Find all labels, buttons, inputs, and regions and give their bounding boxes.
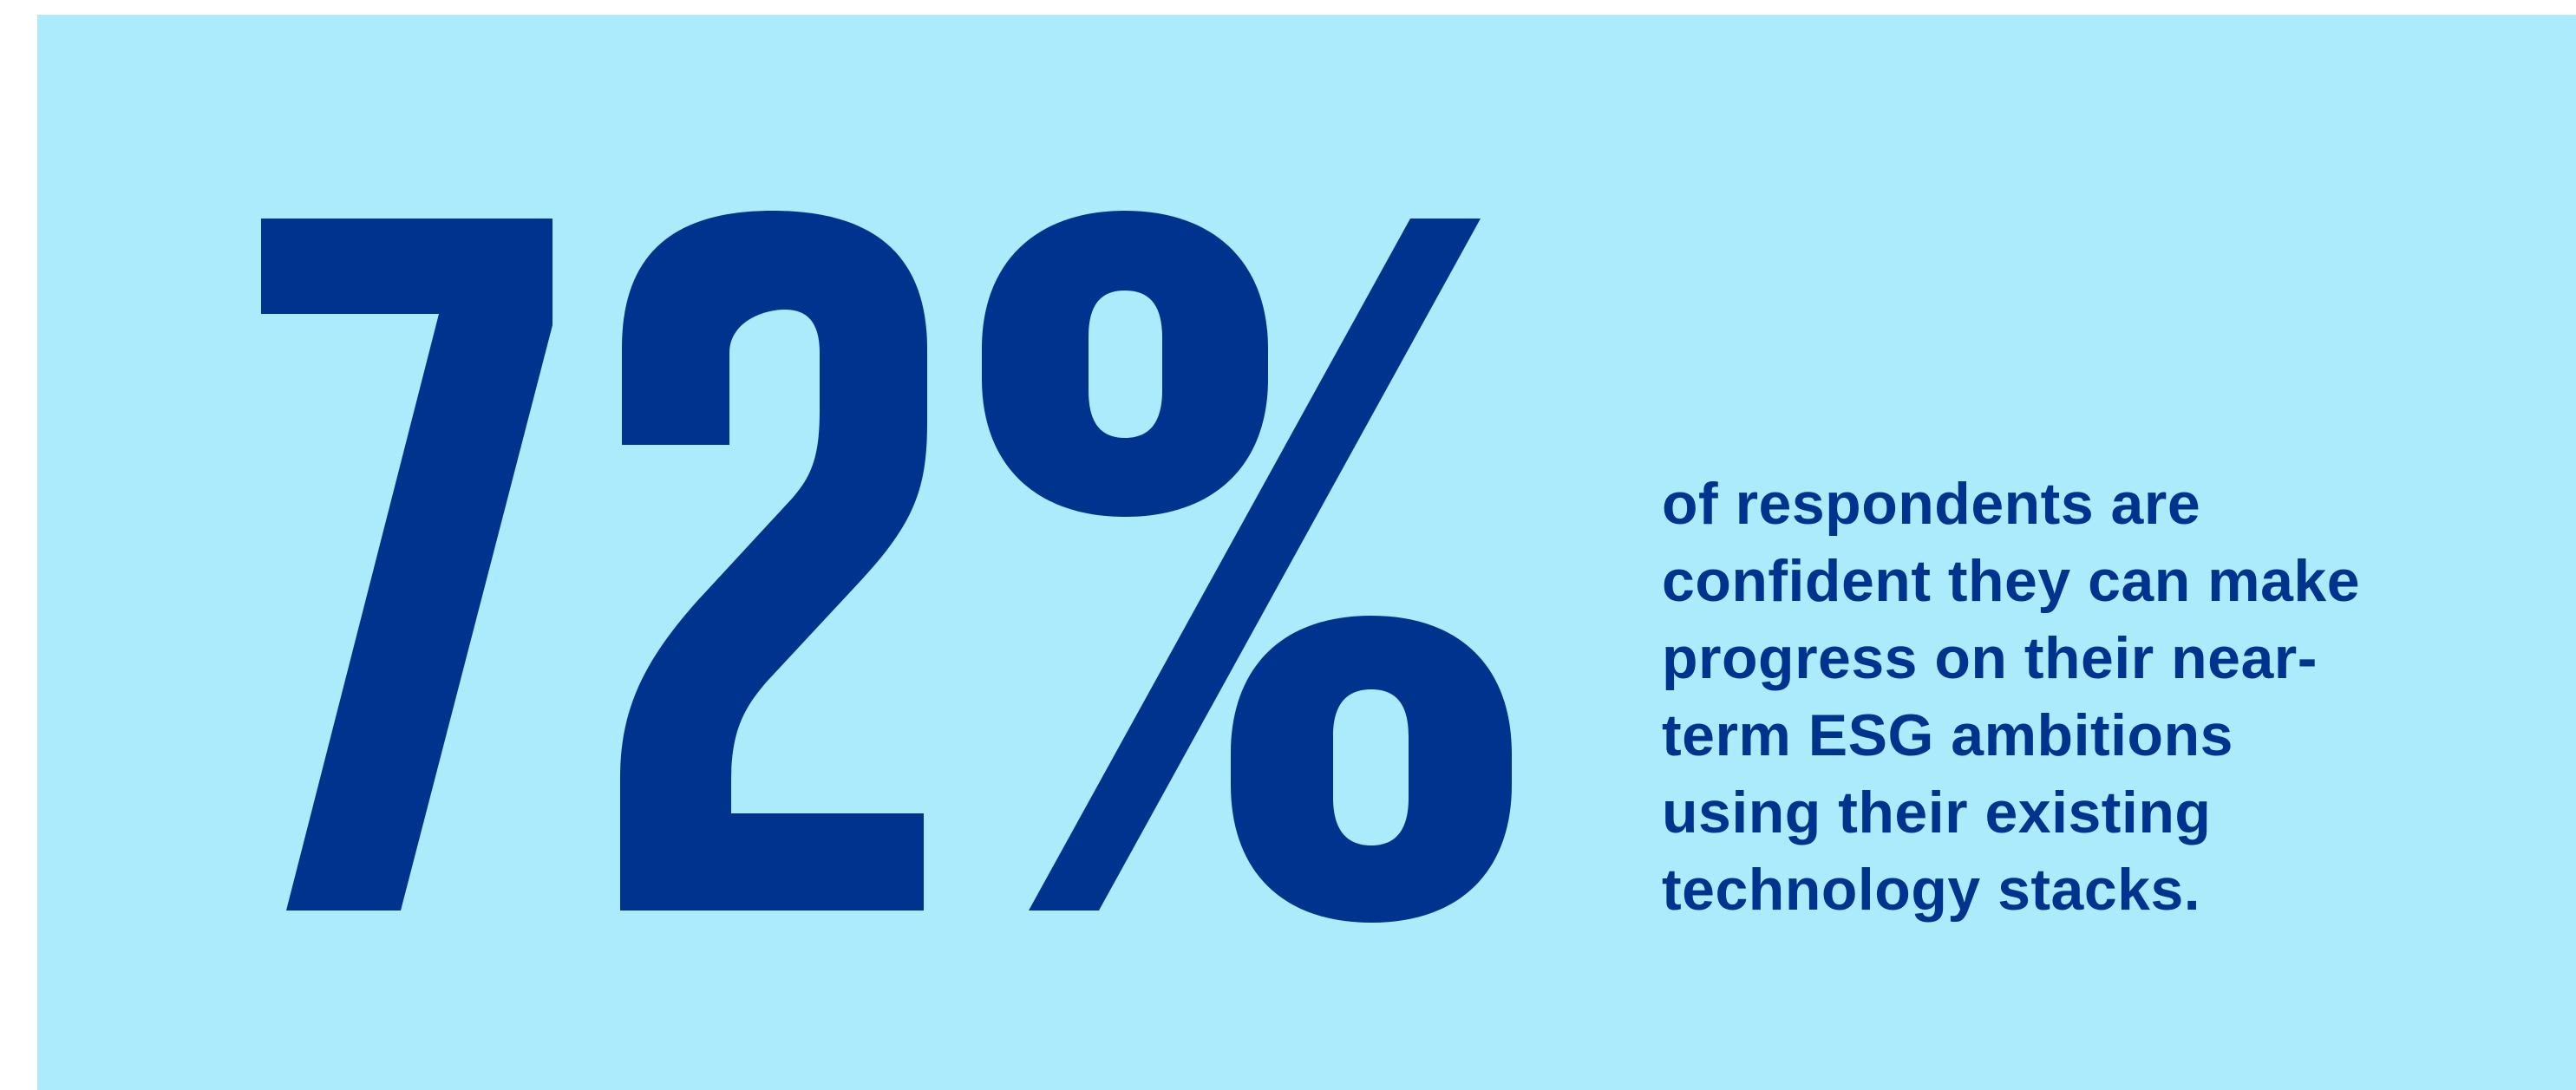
- stat-value: [261, 211, 1512, 923]
- description-line: of respondents are: [1662, 471, 2201, 537]
- description-line: progress on their near-: [1662, 625, 2318, 691]
- percent-top-circle: [982, 211, 1268, 517]
- percent-slash: [1029, 219, 1481, 911]
- digit-seven: [261, 219, 552, 911]
- description-line: term ESG ambitions: [1662, 702, 2233, 768]
- stat-description: of respondents are confident they can ma…: [1662, 466, 2547, 929]
- description-line: confident they can make: [1662, 548, 2361, 614]
- digit-two: [620, 211, 927, 911]
- stat-panel: of respondents are confident they can ma…: [37, 15, 2576, 1090]
- percent-bottom-circle: [1231, 616, 1512, 923]
- description-line: technology stacks.: [1662, 857, 2201, 923]
- description-line: using their existing: [1662, 780, 2212, 845]
